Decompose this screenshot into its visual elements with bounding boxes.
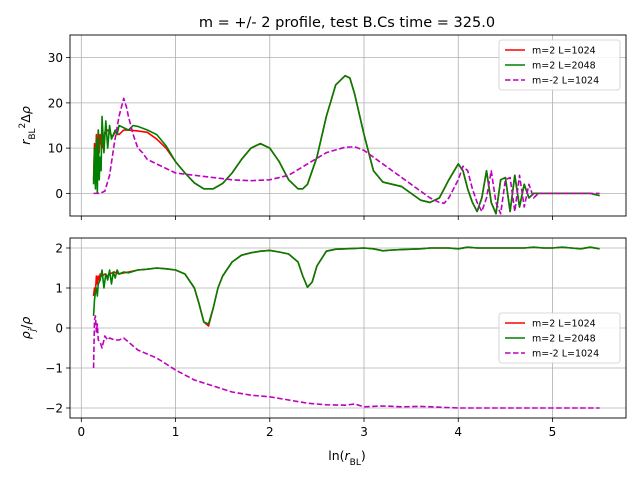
series-group — [92, 246, 600, 409]
series-line-m-2-l-1024 — [92, 315, 600, 409]
legend-label: m=2 L=1024 — [532, 46, 596, 57]
series-line-m-2-l-2048 — [92, 246, 600, 325]
y-tick-label: 0 — [55, 187, 63, 201]
legend: m=2 L=1024 m=2 L=2048 m=-2 L=1024 — [498, 39, 621, 91]
panel-top: 0 10 20 30 m=2 L=1024 m=2 L=2048 m=-2 L=1024 — [48, 34, 627, 220]
y-tick-label: 0 — [55, 322, 63, 336]
y-tick-label: 2 — [55, 242, 63, 256]
x-tick-label: 5 — [549, 425, 557, 439]
y-axis-label-bottom: ρj/ρ — [18, 317, 38, 340]
x-tick-label: 1 — [172, 425, 180, 439]
legend-label: m=2 L=2048 — [532, 334, 596, 345]
legend-frame — [498, 39, 621, 91]
panel-bottom: 0 1 2 3 4 5 −2 −1 0 1 2 m=2 L=1024 m=2 L=2048 m=-2 L=… — [45, 237, 627, 439]
y-tick-label: −2 — [45, 402, 63, 416]
x-axis-label: ln(rBL) — [328, 448, 366, 468]
x-tick-label: 4 — [454, 425, 462, 439]
series-line-m-2-l-2048 — [92, 74, 600, 215]
y-tick-label: 1 — [55, 282, 63, 296]
y-tick-label: 30 — [48, 51, 63, 65]
series-group — [92, 74, 600, 215]
y-axis-label-top: rBL2Δρ — [18, 106, 38, 145]
legend-label: m=-2 L=1024 — [532, 349, 599, 360]
y-tick-label: 20 — [48, 96, 63, 110]
chart-title: m = +/- 2 profile, test B.Cs time = 325.… — [199, 15, 495, 31]
legend: m=2 L=1024 m=2 L=2048 m=-2 L=1024 — [498, 312, 621, 364]
y-tick-label: 10 — [48, 142, 63, 156]
series-line-m-2-l-1024 — [93, 97, 600, 215]
legend-label: m=2 L=2048 — [532, 61, 596, 72]
x-tick-label: 2 — [266, 425, 274, 439]
x-tick-label: 0 — [77, 425, 85, 439]
y-tick-label: −1 — [45, 362, 63, 376]
x-tick-label: 3 — [360, 425, 368, 439]
axes-frame — [69, 34, 627, 217]
legend-frame — [498, 312, 621, 364]
legend-label: m=-2 L=1024 — [532, 76, 599, 87]
legend-label: m=2 L=1024 — [532, 319, 596, 330]
